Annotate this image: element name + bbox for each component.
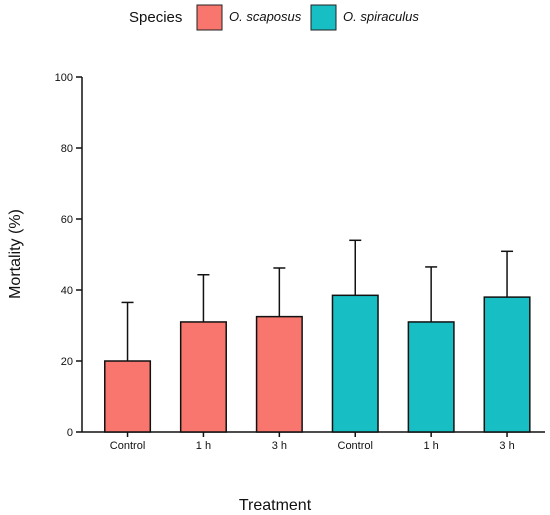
bar — [483, 296, 531, 433]
legend-swatch-o-scaposus — [196, 4, 223, 31]
bar — [331, 294, 379, 433]
bar — [255, 315, 303, 433]
bar-group — [179, 273, 227, 433]
bar-group — [255, 267, 303, 433]
bar-group — [331, 239, 379, 433]
x-tick-label: Control — [110, 440, 145, 452]
bars — [104, 239, 531, 433]
y-tick-label: 0 — [67, 427, 73, 439]
y-axis: 0 20 40 60 80 100 — [55, 72, 83, 439]
bar-group — [483, 250, 531, 433]
bar-group — [104, 301, 152, 433]
legend-swatch-o-spiraculus — [310, 4, 337, 31]
x-tick-label: 3 h — [272, 440, 287, 452]
y-axis-label: Mortality (%) — [7, 209, 24, 299]
x-tick-label: 1 h — [423, 440, 438, 452]
y-tick-label: 20 — [61, 356, 73, 368]
bar — [104, 360, 152, 433]
x-axis: Control 1 h 3 h Control 1 h 3 h — [82, 431, 545, 452]
legend-title: Species — [129, 9, 182, 26]
x-tick-label: Control — [338, 440, 373, 452]
y-tick-label: 40 — [61, 285, 73, 297]
legend-label-o-spiraculus: O. spiraculus — [343, 9, 419, 24]
legend: Species O. scaposus O. spiraculus — [129, 4, 419, 31]
bar — [179, 321, 227, 433]
bar — [407, 321, 455, 433]
y-tick-label: 60 — [61, 214, 73, 226]
y-tick-label: 80 — [61, 143, 73, 155]
bar-group — [407, 266, 455, 433]
y-tick-label: 100 — [55, 72, 73, 84]
legend-label-o-scaposus: O. scaposus — [229, 9, 302, 24]
x-tick-label: 1 h — [196, 440, 211, 452]
x-axis-label: Treatment — [239, 497, 312, 514]
x-tick-label: 3 h — [499, 440, 514, 452]
